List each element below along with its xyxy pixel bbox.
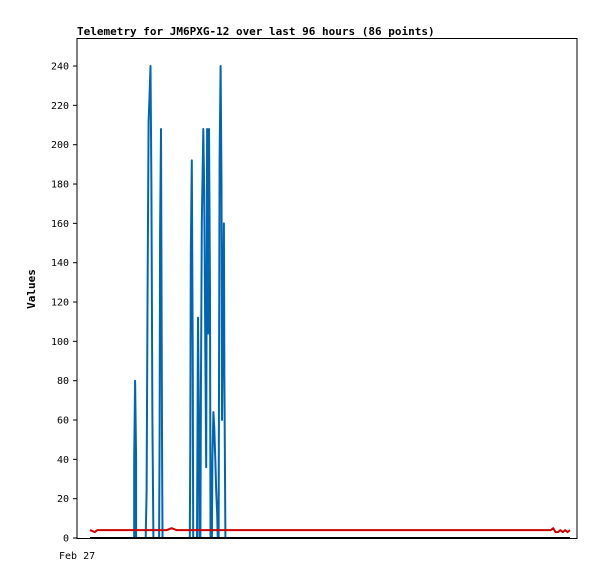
x-tick-label: Feb 27 xyxy=(59,551,95,562)
y-tick-label: 160 xyxy=(51,219,69,230)
y-tick-label: 200 xyxy=(51,140,69,151)
y-tick-label: 100 xyxy=(51,337,69,348)
series-group xyxy=(89,65,571,539)
y-tick-label: 180 xyxy=(51,180,69,191)
y-tick-label: 220 xyxy=(51,101,69,112)
y-tick-label: 80 xyxy=(57,376,69,387)
y-tick-label: 120 xyxy=(51,298,69,309)
y-tick-label: 40 xyxy=(57,455,69,466)
y-tick-label: 0 xyxy=(63,534,69,545)
y-axis-label: Values xyxy=(25,269,38,309)
y-tick-label: 140 xyxy=(51,258,69,269)
chart-title: Telemetry for JM6PXG-12 over last 96 hou… xyxy=(77,25,435,38)
y-tick-label: 60 xyxy=(57,416,69,427)
y-tick-label: 20 xyxy=(57,494,69,505)
y-axis-ticks: 0 20 40 60 80 100 120 140 160 180 200 220 240 xyxy=(51,62,77,545)
y-tick-label: 240 xyxy=(51,62,69,73)
series-line-2 xyxy=(89,527,571,534)
